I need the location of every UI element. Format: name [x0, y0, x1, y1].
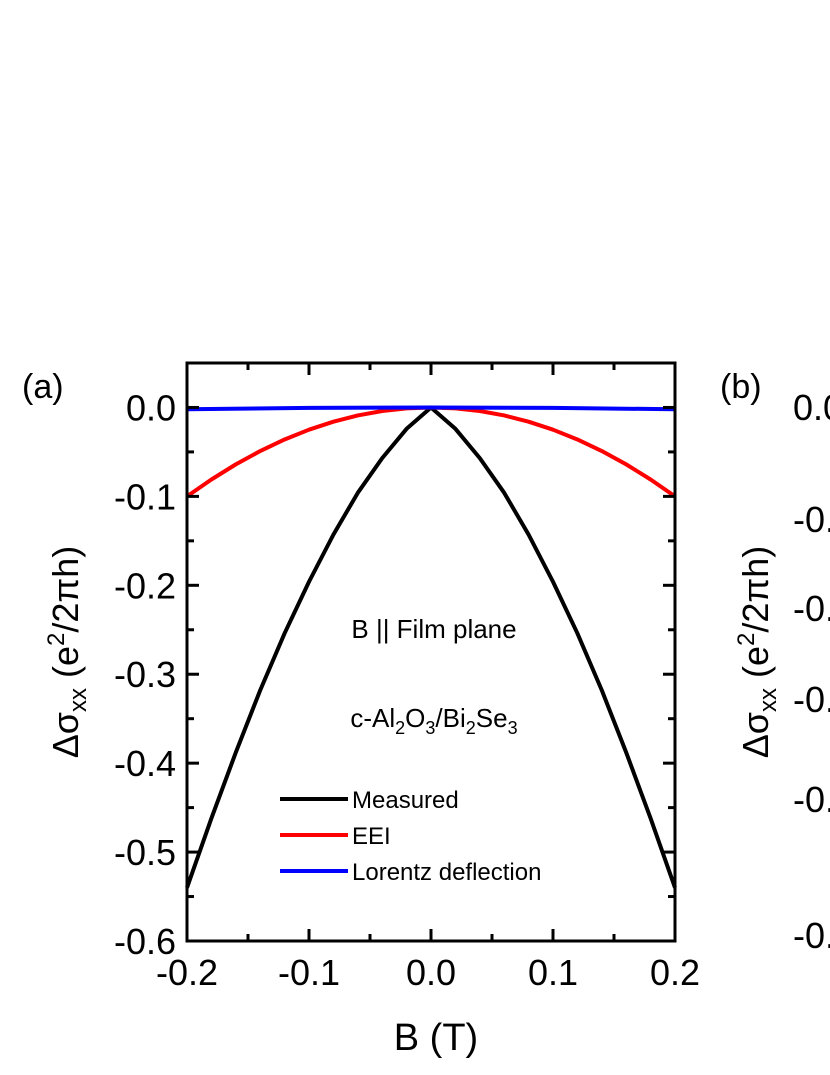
- y-tick-label: -0.5: [114, 832, 176, 873]
- series-line-eei: [185, 405, 677, 499]
- legend-label: Measured: [352, 787, 459, 814]
- x-tick-label: 0.2: [650, 952, 700, 993]
- y-tick-label: -0.4: [114, 743, 176, 784]
- panel-b-y-tick-label: -0.1: [793, 499, 830, 540]
- y-tick-label: -0.2: [114, 565, 176, 606]
- panel-a-plot-area: [185, 361, 677, 943]
- series-line-lorentz-deflection: [186, 405, 676, 412]
- panel-b-y-tick-labels: 0.0 -0.1 -0.2 -0.3 -0.4 -0.5: [793, 387, 830, 956]
- panel-b-y-tick-label: -0.3: [793, 679, 830, 720]
- annotation-sample: c-Al2O3/Bi2Se3: [350, 703, 517, 738]
- y-tick-label: -0.6: [114, 921, 176, 962]
- panel-a: (a) -0.2 -0.1 0.0 0.1 0.2 0.0 -0.1 -0.2 -0.3 -0.…: [22, 361, 700, 1059]
- x-tick-label: -0.1: [278, 952, 340, 993]
- panel-b-y-axis-label: Δσxx (e2/2πh): [733, 546, 782, 759]
- legend-label: Lorentz deflection: [352, 859, 541, 886]
- panel-b-y-tick-label: -0.4: [793, 779, 830, 820]
- annotation-field-direction: B || Film plane: [351, 614, 516, 644]
- panel-b-label: (b): [720, 368, 762, 406]
- panel-a-ticks: [185, 363, 677, 943]
- panel-a-y-tick-labels: 0.0 -0.1 -0.2 -0.3 -0.4 -0.5 -0.6: [114, 387, 176, 962]
- panel-b-y-tick-label: -0.2: [793, 588, 830, 629]
- panel-b-y-tick-label: -0.5: [793, 915, 830, 956]
- panel-a-legend: Measured EEI Lorentz deflection: [280, 787, 541, 886]
- panel-b: (b) Δσxx (e2/2πh) 0.0 -0.1 -0.2 -0.3 -0.4 -0.…: [720, 368, 830, 956]
- panel-b-y-tick-label: 0.0: [793, 387, 830, 428]
- y-tick-label: 0.0: [126, 387, 176, 428]
- x-tick-label: 0.1: [528, 952, 578, 993]
- panel-a-x-tick-labels: -0.2 -0.1 0.0 0.1 0.2: [156, 952, 700, 993]
- y-tick-label: -0.1: [114, 476, 176, 517]
- y-axis-label: Δσxx (e2/2πh): [43, 546, 92, 759]
- x-axis-label: B (T): [394, 1017, 478, 1059]
- series-line-measured: [185, 405, 677, 889]
- x-tick-label: 0.0: [406, 952, 456, 993]
- legend-label: EEI: [352, 823, 391, 850]
- x-tick-label: -0.2: [156, 952, 218, 993]
- y-tick-label: -0.3: [114, 654, 176, 695]
- panel-a-series-group: [185, 405, 677, 889]
- panel-a-label: (a): [22, 368, 64, 406]
